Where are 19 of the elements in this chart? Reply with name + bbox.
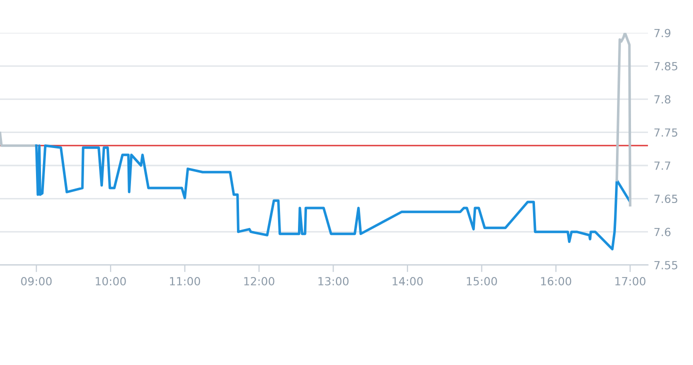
y-tick-label: 7.65 [654, 194, 678, 204]
x-tick-label: 16:00 [541, 276, 572, 286]
y-tick-label: 7.55 [654, 261, 678, 270]
y-tick-label: 7.7 [654, 162, 670, 170]
y-tick-label: 7.6 [654, 228, 670, 236]
x-tick-label: 09:00 [21, 276, 52, 286]
y-tick-label: 7.9 [654, 28, 670, 38]
x-tick-label: 12:00 [244, 276, 274, 286]
y-tick-label: 7.75 [654, 128, 678, 137]
x-tick-label: 10:00 [96, 276, 126, 286]
y-tick-label: 7.8 [654, 95, 670, 104]
x-tick-label: 11:00 [170, 276, 200, 286]
y-tick-label: 7.85 [654, 62, 678, 70]
line-series [616, 32, 632, 207]
line-series [35, 144, 631, 250]
x-tick-label: 15:00 [466, 276, 497, 286]
x-tick-label: 13:00 [318, 276, 349, 286]
x-tick-label: 17:00 [615, 276, 646, 286]
x-tick-label: 14:00 [392, 276, 423, 286]
